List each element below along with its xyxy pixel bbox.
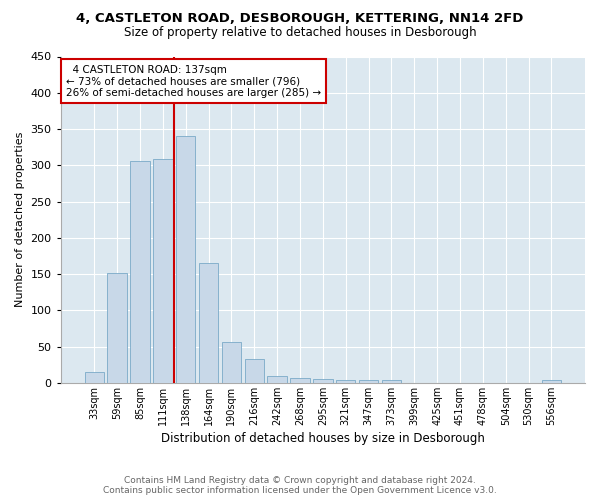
Bar <box>85 372 104 383</box>
Bar <box>245 359 264 383</box>
Text: 4 CASTLETON ROAD: 137sqm
← 73% of detached houses are smaller (796)
26% of semi-: 4 CASTLETON ROAD: 137sqm ← 73% of detach… <box>66 64 321 98</box>
Bar <box>153 160 173 383</box>
Bar <box>542 380 561 383</box>
Text: 4, CASTLETON ROAD, DESBOROUGH, KETTERING, NN14 2FD: 4, CASTLETON ROAD, DESBOROUGH, KETTERING… <box>76 12 524 26</box>
Bar <box>268 376 287 383</box>
Bar <box>221 342 241 383</box>
Bar <box>290 378 310 383</box>
Bar <box>107 272 127 383</box>
Bar <box>130 161 149 383</box>
Bar <box>313 380 332 383</box>
X-axis label: Distribution of detached houses by size in Desborough: Distribution of detached houses by size … <box>161 432 485 445</box>
Text: Size of property relative to detached houses in Desborough: Size of property relative to detached ho… <box>124 26 476 39</box>
Bar <box>359 380 378 383</box>
Bar <box>199 263 218 383</box>
Text: Contains public sector information licensed under the Open Government Licence v3: Contains public sector information licen… <box>103 486 497 495</box>
Text: Contains HM Land Registry data © Crown copyright and database right 2024.: Contains HM Land Registry data © Crown c… <box>124 476 476 485</box>
Bar <box>336 380 355 383</box>
Bar <box>382 380 401 383</box>
Y-axis label: Number of detached properties: Number of detached properties <box>15 132 25 308</box>
Bar <box>176 136 196 383</box>
